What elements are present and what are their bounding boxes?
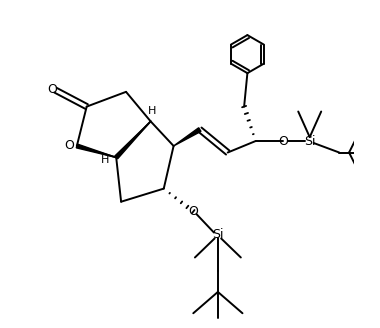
Text: O: O bbox=[188, 205, 198, 218]
Text: Si: Si bbox=[304, 134, 315, 148]
Text: H: H bbox=[148, 106, 157, 116]
Polygon shape bbox=[115, 121, 150, 159]
Text: O: O bbox=[279, 134, 288, 148]
Text: O: O bbox=[47, 83, 57, 96]
Polygon shape bbox=[76, 144, 116, 157]
Text: O: O bbox=[65, 139, 74, 153]
Text: H: H bbox=[101, 155, 109, 165]
Text: Si: Si bbox=[212, 228, 223, 241]
Polygon shape bbox=[174, 128, 201, 146]
